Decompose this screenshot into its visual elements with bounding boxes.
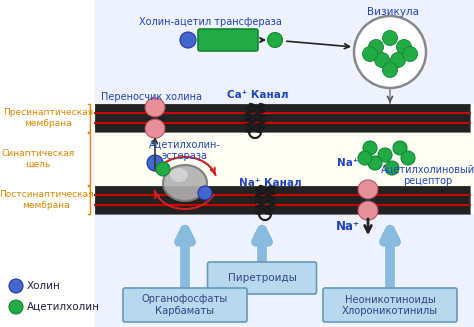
Text: Na⁺: Na⁺ — [337, 158, 359, 168]
Bar — [95, 0, 474, 104]
Bar — [95, 186, 470, 214]
Circle shape — [374, 53, 390, 67]
Bar — [95, 186, 470, 214]
Text: Визикула: Визикула — [367, 7, 419, 17]
Circle shape — [378, 148, 392, 162]
Text: Пиретроиды: Пиретроиды — [228, 273, 296, 283]
Text: Постсинаптическая
мембрана: Постсинаптическая мембрана — [0, 190, 93, 210]
Text: Na⁺ Канал: Na⁺ Канал — [239, 178, 301, 188]
Ellipse shape — [163, 165, 207, 201]
Bar — [95, 132, 474, 186]
Text: Холин: Холин — [27, 281, 61, 291]
Text: Переносчик холина: Переносчик холина — [101, 92, 202, 102]
FancyBboxPatch shape — [208, 262, 317, 294]
Circle shape — [147, 155, 163, 171]
Text: Органофосфаты
Карбаматы: Органофосфаты Карбаматы — [142, 294, 228, 316]
Bar — [95, 104, 470, 132]
Ellipse shape — [145, 119, 165, 138]
Bar — [95, 214, 474, 327]
Circle shape — [180, 32, 196, 48]
FancyBboxPatch shape — [323, 288, 457, 322]
Circle shape — [383, 30, 398, 45]
Ellipse shape — [358, 201, 378, 220]
Circle shape — [401, 151, 415, 165]
Circle shape — [358, 151, 372, 165]
Circle shape — [383, 62, 398, 77]
Circle shape — [363, 141, 377, 155]
Circle shape — [198, 186, 212, 200]
Text: Синаптическая
щель: Синаптическая щель — [1, 149, 74, 169]
Ellipse shape — [170, 168, 188, 182]
Circle shape — [9, 279, 23, 293]
FancyBboxPatch shape — [123, 288, 247, 322]
Ellipse shape — [145, 98, 165, 117]
Circle shape — [354, 16, 426, 88]
Text: Ацетилхолиновый
рецептор: Ацетилхолиновый рецептор — [381, 164, 474, 186]
Text: Холин-ацетил трансфераза: Холин-ацетил трансфераза — [138, 17, 282, 27]
Circle shape — [402, 46, 418, 61]
Circle shape — [368, 40, 383, 55]
Circle shape — [393, 141, 407, 155]
FancyBboxPatch shape — [198, 29, 258, 51]
Circle shape — [396, 40, 411, 55]
Text: Ацетилхолин: Ацетилхолин — [27, 302, 100, 312]
Text: Ca⁺ Канал: Ca⁺ Канал — [227, 90, 289, 100]
Circle shape — [368, 156, 382, 170]
Text: Ацетилхолин-
эстераза: Ацетилхолин- эстераза — [149, 139, 221, 161]
Text: Неоникотиноиды
Хлороникотинилы: Неоникотиноиды Хлороникотинилы — [342, 294, 438, 316]
Circle shape — [267, 32, 283, 47]
Text: Na⁺: Na⁺ — [336, 219, 360, 232]
Circle shape — [363, 46, 377, 61]
Bar — [95, 104, 470, 132]
Ellipse shape — [358, 180, 378, 199]
Circle shape — [156, 162, 170, 176]
Circle shape — [385, 161, 399, 175]
Text: Пресинаптическая
мембрана: Пресинаптическая мембрана — [3, 108, 93, 128]
Circle shape — [9, 300, 23, 314]
Circle shape — [391, 53, 405, 67]
